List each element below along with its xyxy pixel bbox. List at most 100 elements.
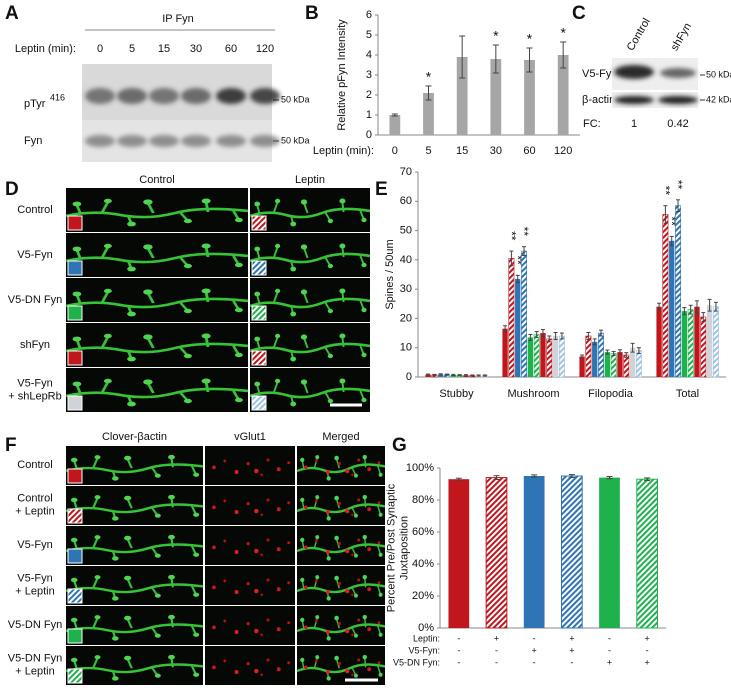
error-bar (463, 374, 468, 377)
error-bar (528, 334, 533, 341)
bar (490, 59, 502, 135)
bar (598, 332, 604, 378)
band (660, 68, 696, 78)
y-tick-label: 20 (400, 312, 412, 324)
error-bar (568, 474, 575, 478)
condition-mark: + (569, 645, 574, 655)
x-tick-label: 60 (523, 145, 535, 157)
y-tick-label: 50 (400, 224, 412, 236)
error-bar (592, 338, 597, 346)
error-bar (580, 354, 585, 359)
band (85, 135, 115, 147)
kda-marker: 42 kDa (706, 94, 731, 104)
condition-mark: - (533, 633, 536, 643)
error-bar (701, 312, 706, 322)
band (85, 88, 115, 104)
error-bar (534, 331, 539, 338)
y-tick-label: 0 (366, 129, 372, 141)
error-bar (531, 474, 538, 478)
bar (524, 60, 535, 135)
condition-label: V5-Fyn: (408, 645, 440, 655)
bar (527, 337, 533, 377)
bar (610, 353, 617, 378)
condition-mark: + (569, 633, 574, 643)
error-bar (713, 301, 718, 312)
error-bar (515, 274, 520, 283)
bar (438, 374, 444, 377)
error-bar (688, 304, 693, 315)
bar (502, 328, 508, 377)
error-bar (624, 352, 629, 358)
condition-swatch (251, 350, 267, 366)
blot (612, 92, 698, 108)
band (216, 135, 246, 147)
time-label: 5 (129, 43, 135, 55)
error-bar (682, 307, 687, 316)
condition-swatch (67, 215, 83, 231)
band (614, 65, 654, 79)
panel-letter: G (392, 435, 407, 456)
error-bar (676, 199, 681, 213)
bar (629, 347, 636, 377)
condition-swatch (251, 395, 267, 411)
bar (515, 278, 521, 377)
row-label: V5-DN Fyn (8, 294, 62, 306)
bar (687, 309, 694, 378)
condition-swatch (67, 260, 83, 276)
row-label: shFyn (20, 339, 50, 351)
y-axis-label: Percent Pre/Post Synaptic (385, 483, 397, 612)
x-tick-label: 0 (392, 145, 398, 157)
condition-swatch (67, 548, 83, 564)
condition-swatch (251, 305, 267, 321)
bar (533, 334, 540, 378)
error-bar (636, 347, 641, 355)
row-label: V5-Fyn (17, 572, 52, 584)
error-bar (707, 298, 712, 312)
bar (623, 354, 630, 378)
x-tick-label: 30 (490, 145, 502, 157)
condition-swatch (251, 215, 267, 231)
error-bar (611, 351, 616, 357)
error-bar (694, 300, 699, 314)
time-label: 60 (225, 43, 237, 55)
significance: ** (665, 216, 679, 226)
band (149, 135, 179, 147)
row-label: Control (17, 204, 52, 216)
bar (592, 341, 598, 377)
band (117, 88, 147, 104)
x-tick-label: 5 (425, 145, 431, 157)
row-label: Control (17, 492, 52, 504)
condition-swatch (67, 305, 83, 321)
x-tick-label: Stubby (439, 388, 474, 400)
condition-mark: - (457, 645, 460, 655)
panel-letter: E (375, 179, 388, 200)
bar (706, 305, 713, 377)
bar (669, 240, 675, 377)
x-tick-label: Filopodia (588, 388, 634, 400)
bar (712, 306, 719, 378)
fc-value: 0.42 (667, 118, 688, 130)
band (250, 135, 280, 147)
x-tick-label: Total (676, 388, 699, 400)
y-tick-label: 10 (400, 342, 412, 354)
row-label-sup: 416 (50, 92, 65, 102)
row-label: pTyr (24, 98, 46, 110)
y-tick-label: 80% (412, 494, 434, 506)
row-label: V5-DN Fyn (8, 652, 62, 664)
error-bar (455, 477, 462, 481)
micrograph (205, 566, 295, 605)
time-label: 0 (97, 43, 103, 55)
y-tick-label: 3 (366, 69, 372, 81)
y-tick-label: 60 (400, 195, 412, 207)
error-bar (605, 349, 610, 355)
y-tick-label: 0% (418, 622, 434, 634)
x-axis-label: Leptin (min): (313, 145, 374, 157)
micrograph (205, 486, 295, 525)
error-bar (617, 349, 622, 355)
row-label: Control (17, 459, 52, 471)
error-bar (425, 85, 432, 101)
band (181, 135, 211, 147)
bar (636, 478, 659, 629)
error-bar (599, 329, 604, 337)
x-tick-label: 120 (554, 145, 572, 157)
